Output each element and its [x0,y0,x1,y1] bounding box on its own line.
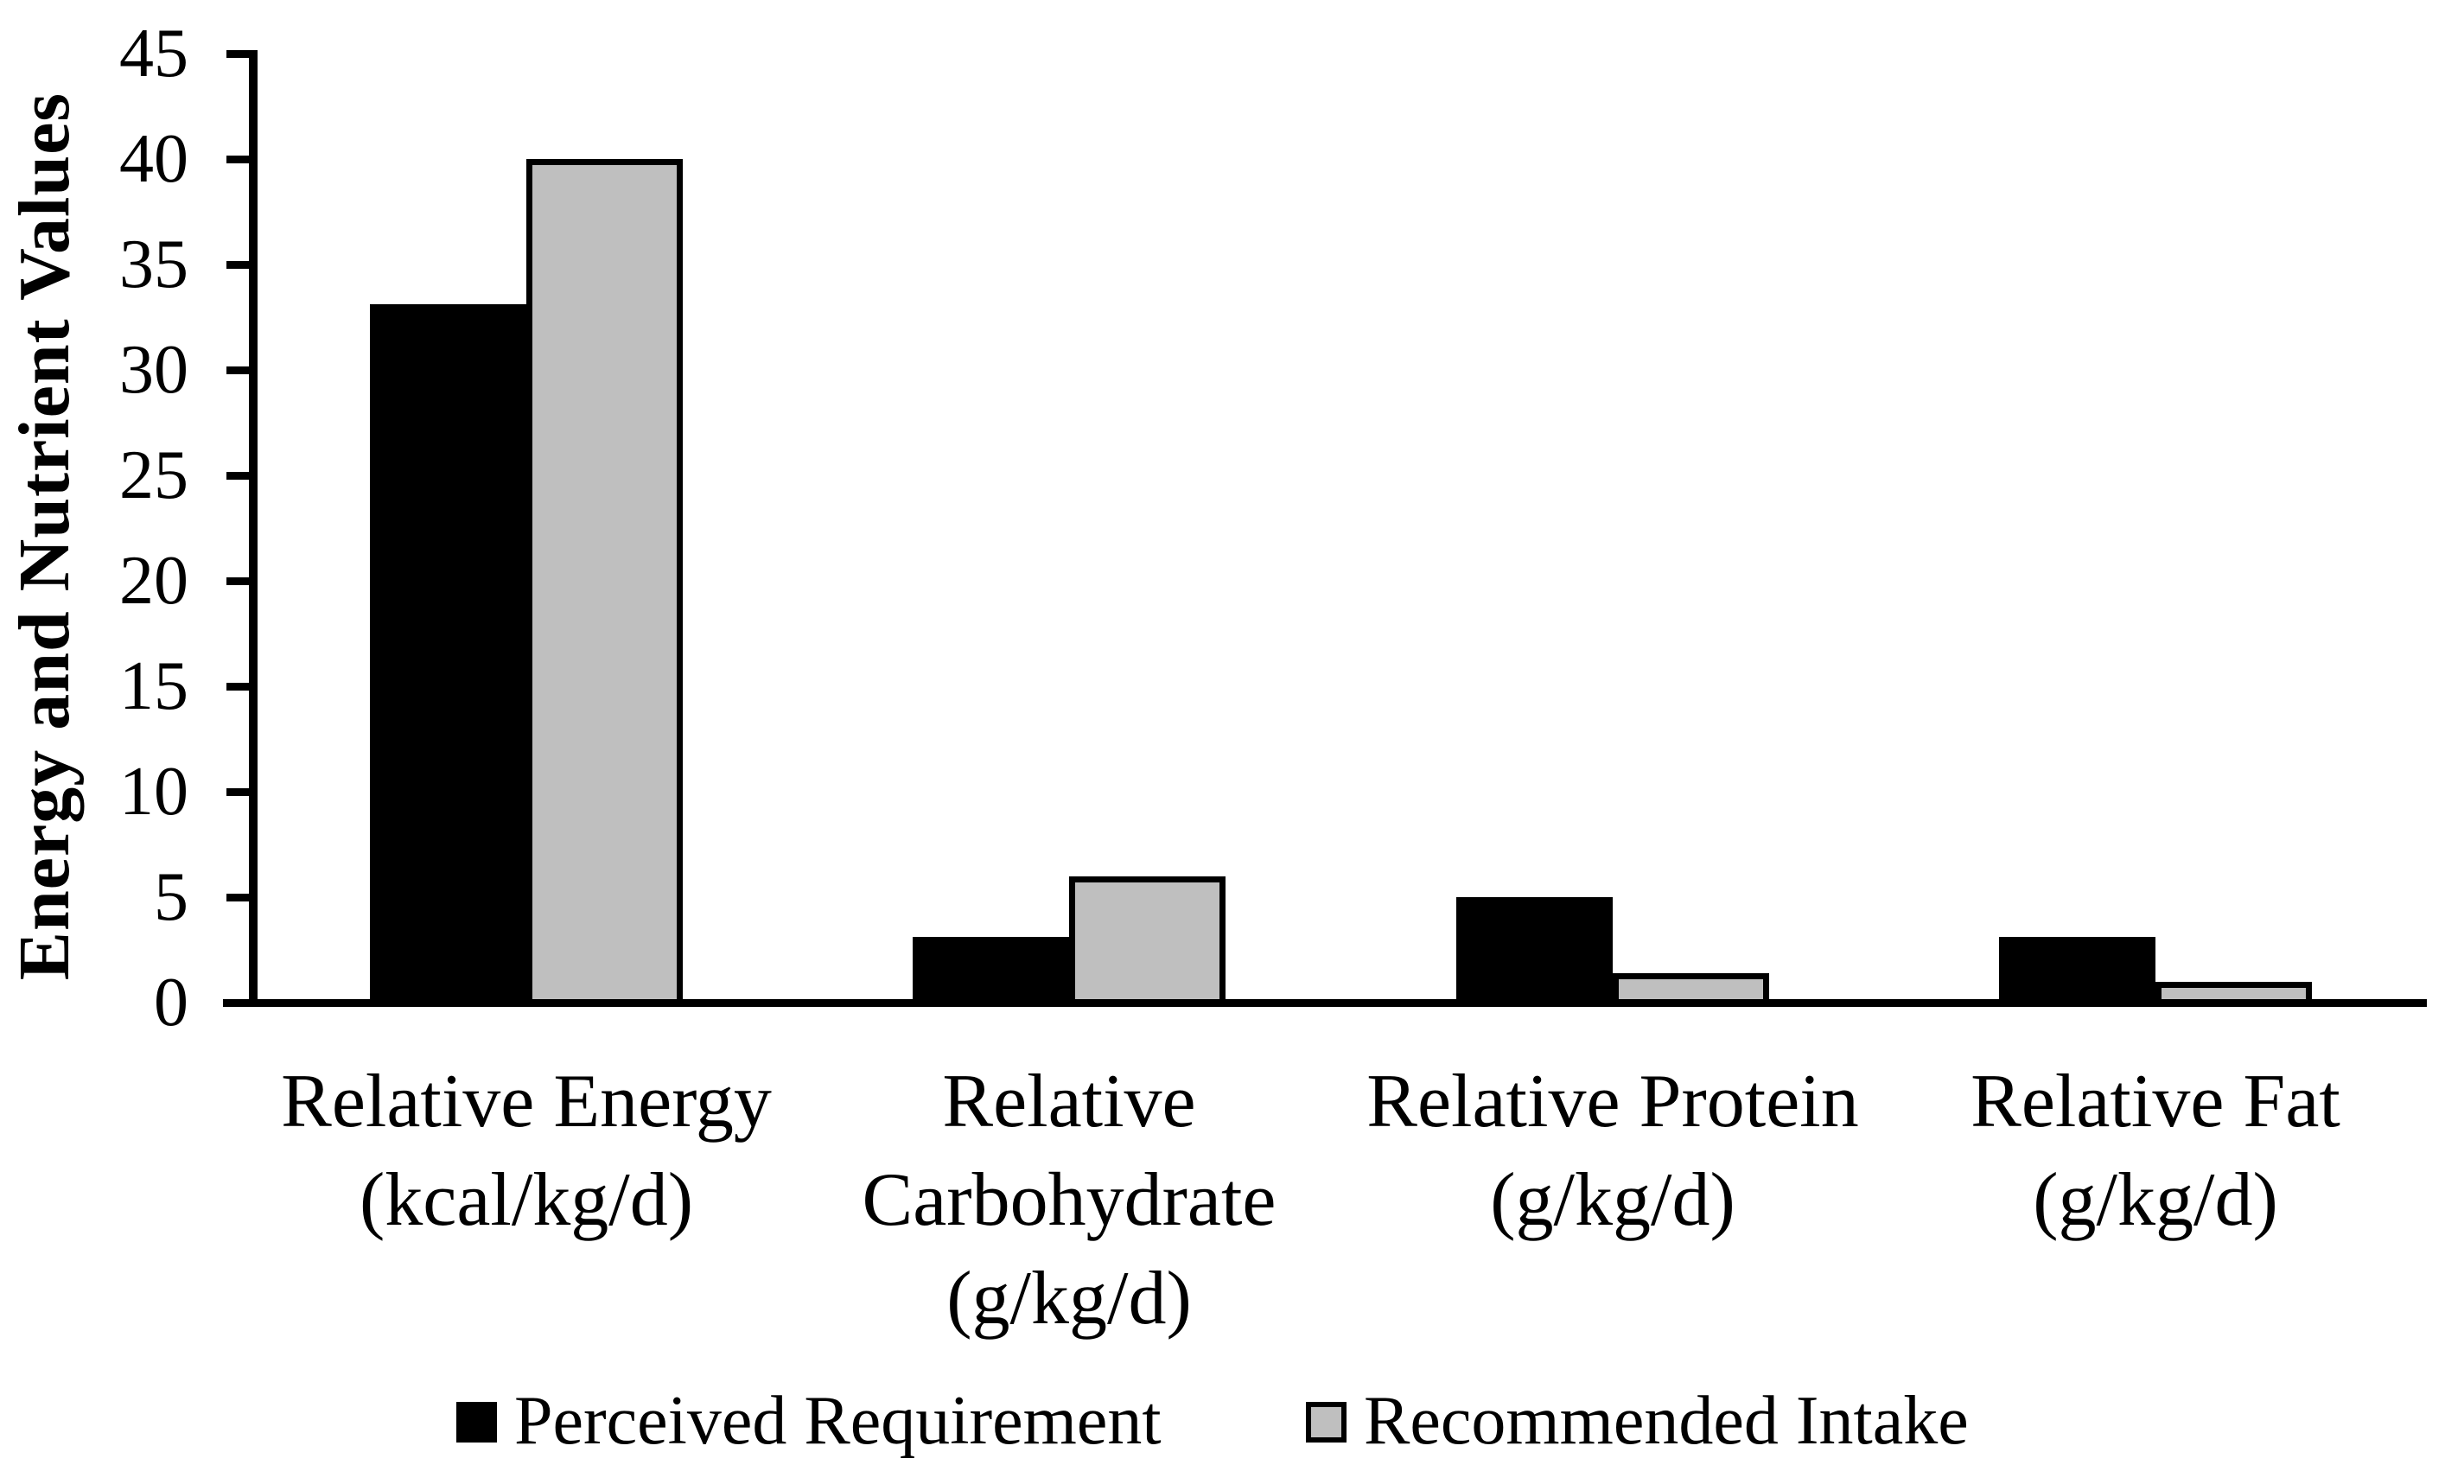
y-tick-label: 45 [119,16,188,92]
y-tick-mark [226,893,258,901]
y-tick-label: 30 [119,332,188,408]
y-tick-mark [226,260,258,269]
y-tick-label: 25 [119,437,188,513]
bar-relative-energy-perceived [370,304,526,1006]
category-label-line: Relative Energy [281,1060,772,1143]
category-label-relative-fat: Relative Fat (g/kg/d) [1801,1053,2464,1250]
legend-swatch-perceived-requirement [456,1402,497,1443]
category-label-relative-carbohydrate: Relative Carbohydrate (g/kg/d) [715,1053,1423,1348]
bar-relative-energy-recommended [526,159,683,1006]
legend-label-recommended-intake: Recommended Intake [1364,1383,1969,1459]
category-label-line: (kcal/kg/d) [359,1158,694,1242]
bar-relative-protein-perceived [1456,897,1613,1006]
category-label-line: Relative [942,1060,1196,1143]
y-tick-mark [226,49,258,58]
category-label-line: (g/kg/d) [946,1257,1192,1341]
legend-label-perceived-requirement: Perceived Requirement [514,1383,1162,1459]
y-axis-line [249,50,258,1007]
category-label-line: Relative Fat [1971,1060,2340,1143]
y-tick-mark [226,682,258,691]
y-tick-label: 35 [119,226,188,303]
legend-swatch-recommended-intake [1306,1402,1347,1443]
category-label-line: Carbohydrate [862,1158,1277,1242]
y-tick-label: 0 [154,965,188,1041]
category-label-relative-protein: Relative Protein (g/kg/d) [1258,1053,1967,1250]
y-tick-mark [226,471,258,480]
x-axis-line [223,999,2427,1007]
bar-relative-carbohydrate-perceived [913,937,1069,1006]
y-tick-mark [226,787,258,796]
y-tick-label: 40 [119,121,188,197]
category-label-line: Relative Protein [1366,1060,1859,1143]
y-tick-mark [226,366,258,374]
y-tick-label: 20 [119,543,188,619]
y-tick-label: 5 [154,859,188,935]
y-tick-label: 15 [119,648,188,724]
y-tick-label: 10 [119,754,188,830]
bar-relative-fat-perceived [1999,937,2155,1006]
category-label-relative-energy: Relative Energy (kcal/kg/d) [172,1053,881,1250]
category-label-line: (g/kg/d) [2033,1158,2278,1242]
y-tick-mark [226,576,258,585]
y-tick-mark [226,155,258,163]
category-label-line: (g/kg/d) [1490,1158,1735,1242]
